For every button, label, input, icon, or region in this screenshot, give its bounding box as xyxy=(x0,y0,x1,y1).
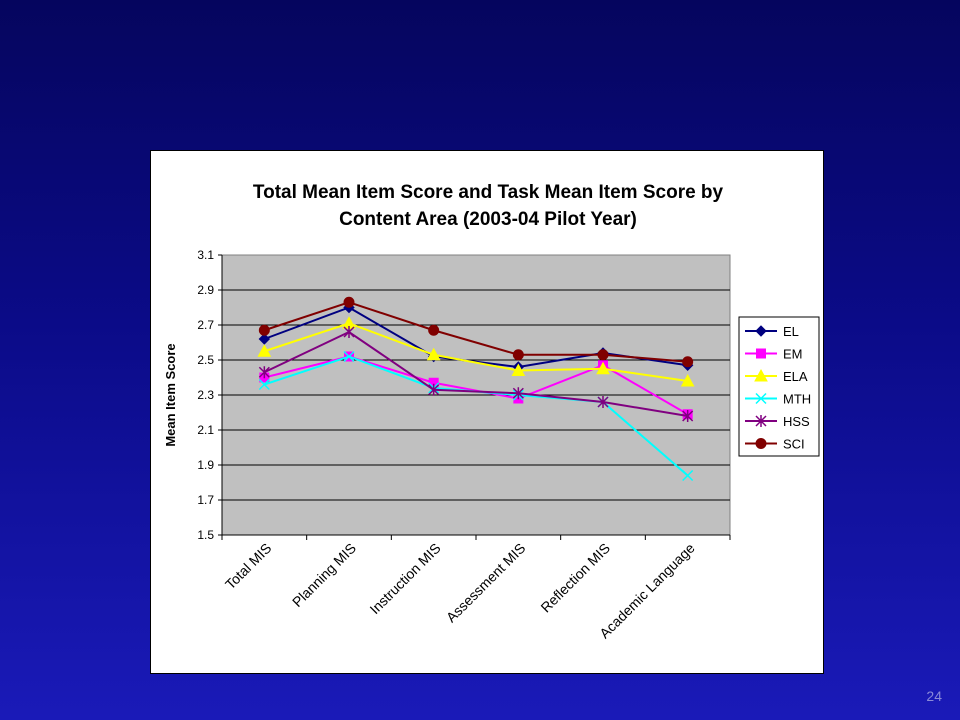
category-label: Planning MIS xyxy=(289,540,359,610)
y-tick-label: 2.3 xyxy=(197,388,214,402)
legend-marker-el xyxy=(755,325,767,337)
data-point-hss xyxy=(428,383,440,396)
y-tick-label: 1.5 xyxy=(197,528,214,542)
series-line-sci xyxy=(264,301,688,363)
legend-box xyxy=(738,316,820,457)
data-point-sci xyxy=(682,356,694,368)
data-point-hss xyxy=(682,410,694,422)
category-label: Academic Language xyxy=(596,540,698,642)
data-point-sci xyxy=(597,349,609,361)
chart-frame: Total Mean Item Score and Task Mean Item… xyxy=(150,150,824,674)
category-label: Assessment MIS xyxy=(443,540,529,626)
category-label: Reflection MIS xyxy=(537,540,613,616)
y-tick-label: 1.7 xyxy=(197,493,214,507)
y-tick-label: 1.9 xyxy=(197,458,214,472)
legend-label: HSS xyxy=(783,414,810,429)
data-point-sci xyxy=(428,324,440,336)
data-point-hss xyxy=(258,366,270,379)
data-point-ela xyxy=(596,361,610,375)
data-point-sci xyxy=(258,324,270,336)
legend-label: SCI xyxy=(783,437,805,452)
y-axis-label: Mean Item Score xyxy=(163,343,178,446)
legend-marker-mth xyxy=(755,392,767,405)
data-point-sci xyxy=(512,349,524,361)
data-point-hss xyxy=(512,387,524,400)
series-line-ela xyxy=(264,322,688,382)
legend-marker-ela xyxy=(754,368,768,382)
chart-title-line: Content Area (2003-04 Pilot Year) xyxy=(339,209,637,230)
y-tick-label: 3.1 xyxy=(197,248,214,262)
data-point-ela xyxy=(680,373,695,387)
category-label: Instruction MIS xyxy=(366,540,443,617)
chart-title-line: Total Mean Item Score and Task Mean Item… xyxy=(253,182,724,203)
legend-label: MTH xyxy=(783,392,811,407)
line-chart: Total Mean Item Score and Task Mean Item… xyxy=(163,182,820,642)
data-point-mth xyxy=(682,469,694,482)
legend-marker-sci xyxy=(755,438,767,449)
data-point-sci xyxy=(343,296,355,308)
y-tick-label: 2.9 xyxy=(197,283,214,297)
legend-label: ELA xyxy=(783,369,808,384)
data-point-mth xyxy=(343,350,355,363)
legend-marker-hss xyxy=(755,415,767,427)
data-point-hss xyxy=(597,396,609,408)
data-point-ela xyxy=(511,363,526,376)
legend-label: EM xyxy=(783,347,803,362)
category-label: Total MIS xyxy=(222,540,275,593)
legend-marker-em xyxy=(756,348,766,359)
data-point-hss xyxy=(343,326,355,338)
y-tick-label: 2.7 xyxy=(197,318,214,332)
data-point-ela xyxy=(257,344,272,357)
data-point-mth xyxy=(258,378,270,391)
data-point-ela xyxy=(426,347,441,361)
y-tick-label: 2.1 xyxy=(197,423,214,437)
legend-label: EL xyxy=(783,324,799,339)
data-point-el xyxy=(258,333,271,345)
y-tick-label: 2.5 xyxy=(197,353,214,367)
series-line-hss xyxy=(263,330,688,417)
slide-number: 24 xyxy=(926,688,942,704)
